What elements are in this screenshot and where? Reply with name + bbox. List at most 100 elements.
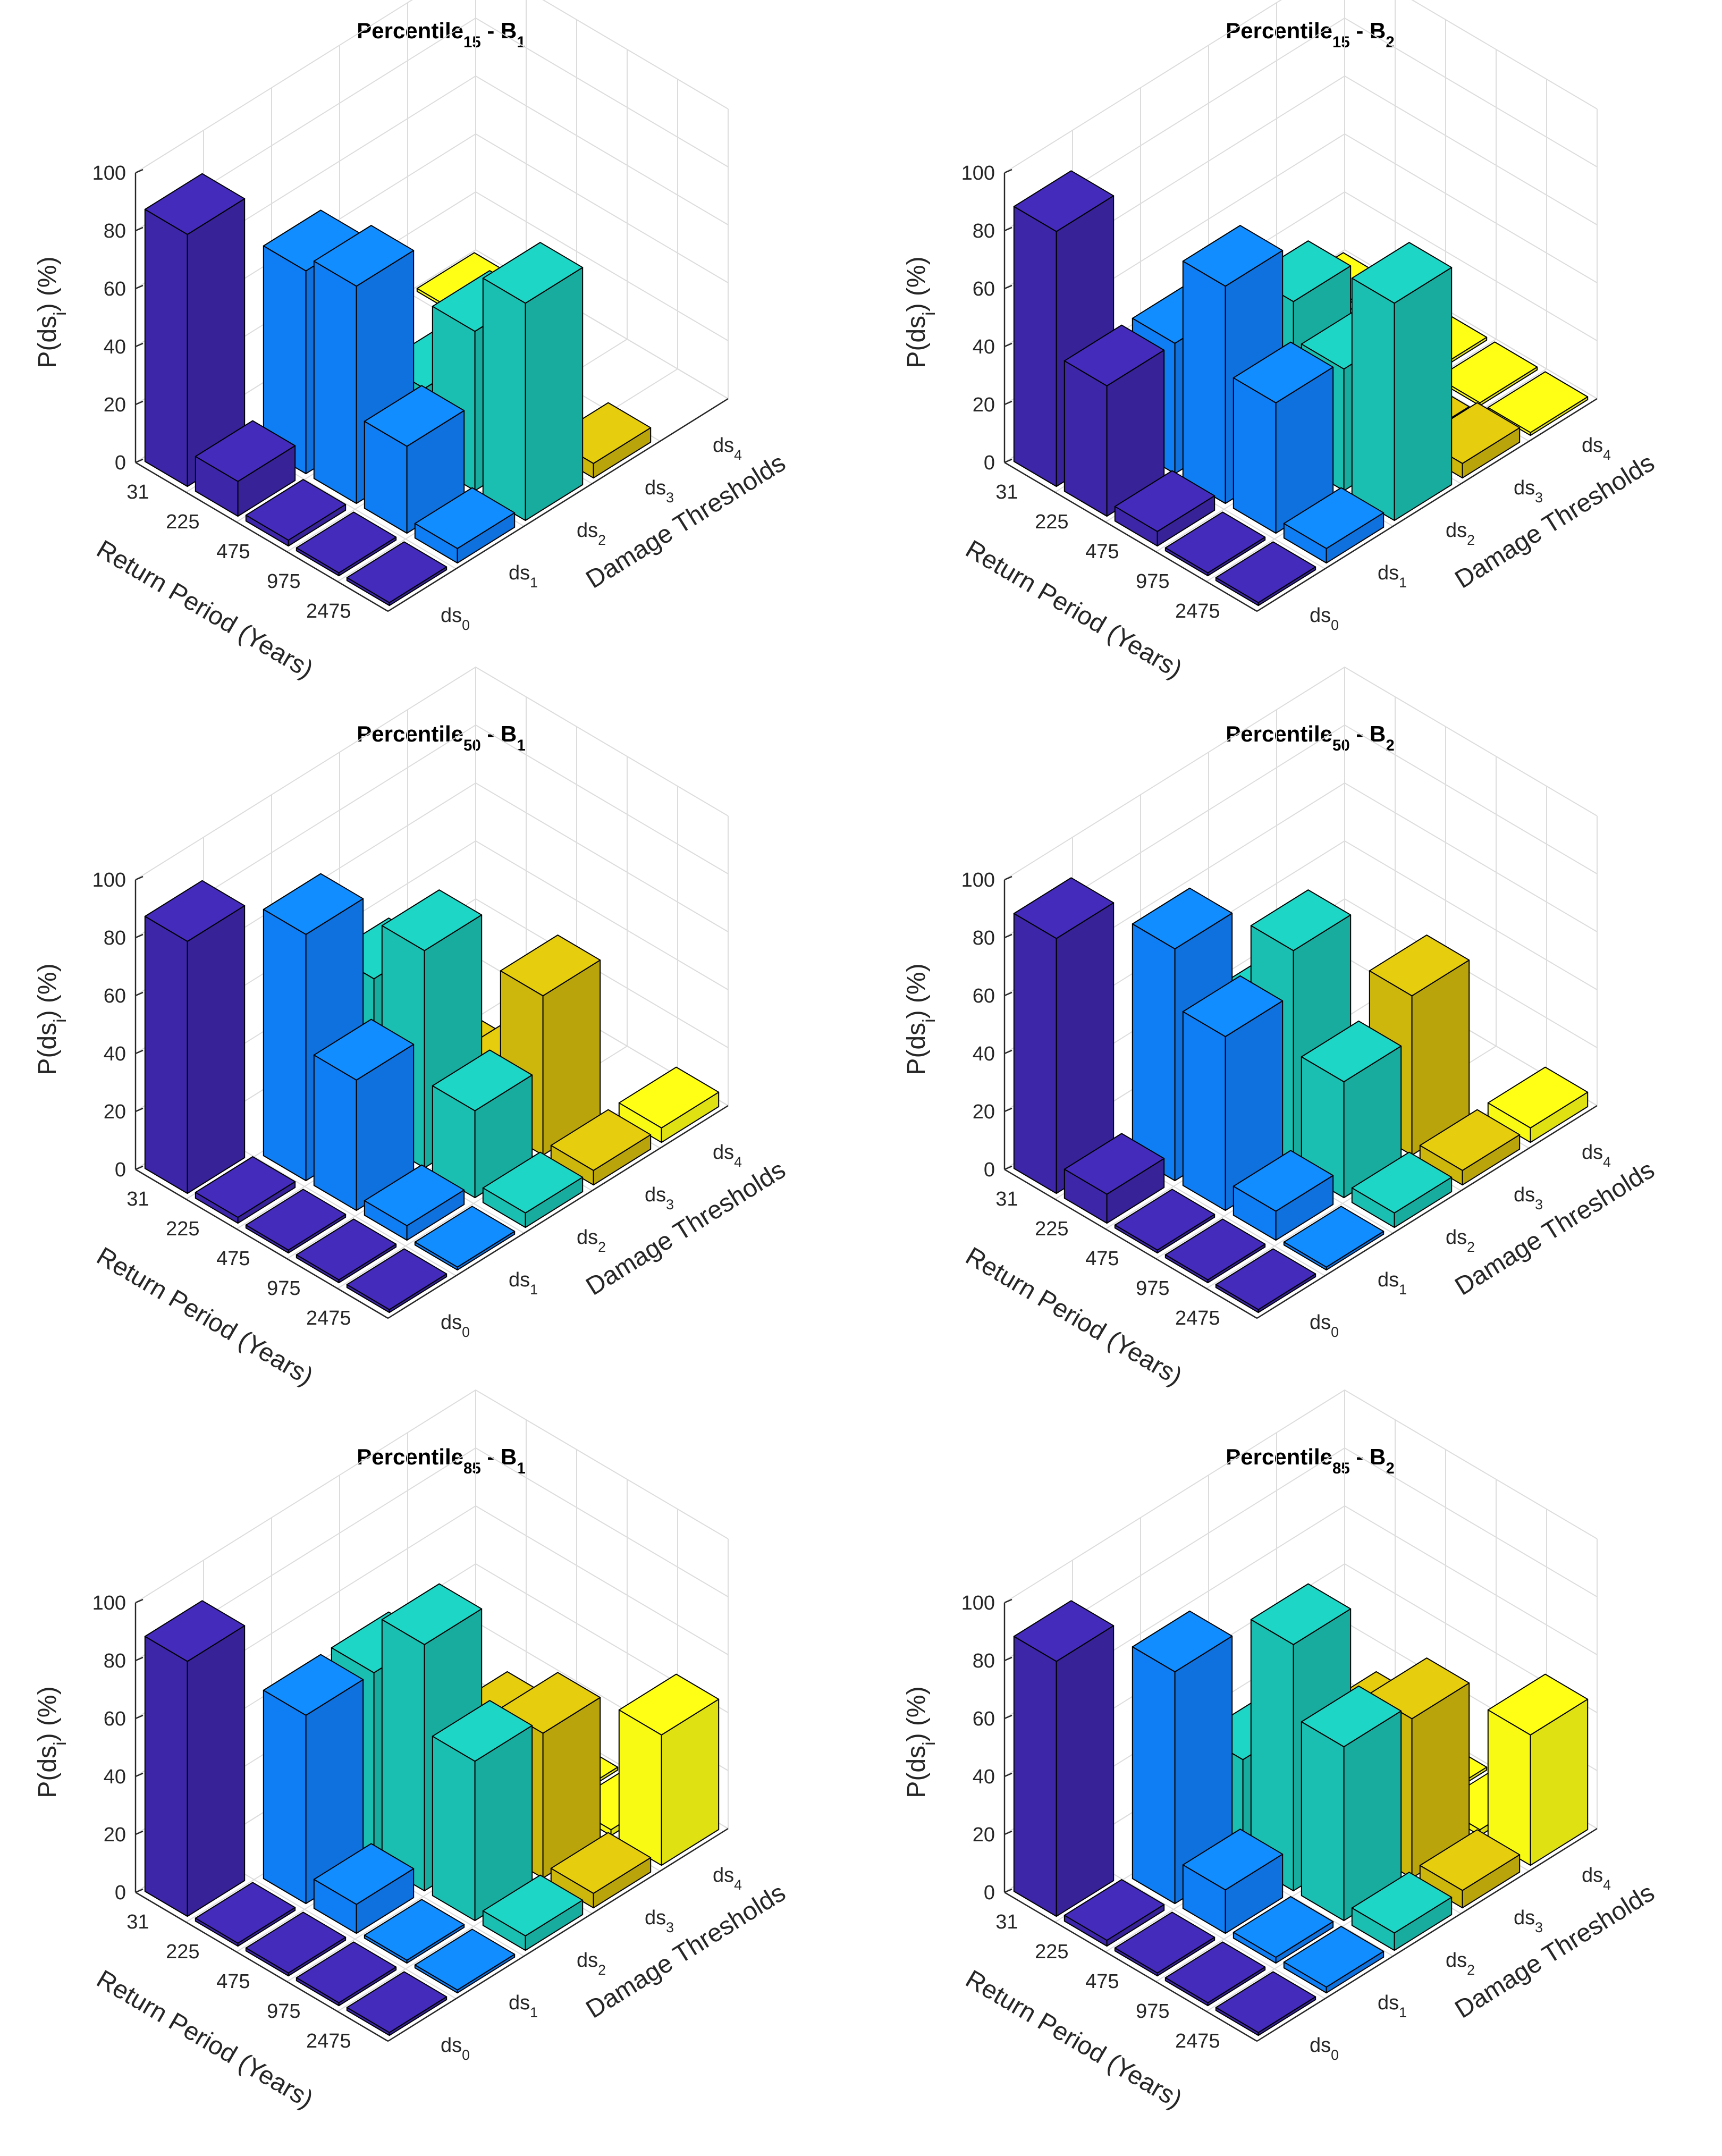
damage-state-tick: ds0 [1310,1311,1339,1340]
x-axis-label: Return Period (Years) [92,535,318,684]
bar-475-ds0 [245,479,347,547]
return-period-tick: 975 [1136,2000,1169,2023]
bar-2475-ds4 [1487,1673,1589,1866]
z-tick-label: 100 [92,869,126,891]
damage-state-tick: ds4 [713,434,742,463]
bar-2475-ds1 [1283,1206,1385,1271]
return-period-tick: 31 [995,1911,1018,1933]
chart-title: Percentile85 - B1 [357,1444,526,1477]
damage-state-tick: ds1 [1378,562,1407,591]
bar-975-ds1 [1233,1896,1334,1964]
bar-225-ds0 [1063,1879,1165,1947]
return-period-tick: 2475 [1175,1307,1220,1329]
bar-2475-ds1 [1283,1926,1385,1994]
z-tick-label: 60 [973,1708,995,1730]
bar-975-ds0 [296,1218,397,1284]
z-axis-label: P(dsi) (%) [902,963,939,1075]
z-tick-label: 20 [104,394,126,416]
bar-975-ds0 [1164,1941,1266,2007]
damage-state-tick: ds2 [1446,1226,1475,1255]
z-tick-label: 60 [104,985,126,1007]
z-tick-label: 40 [973,1043,995,1065]
chart-panel-4: Percentile50 - B2 0 20 40 60 80 100 P(dsi) (%) 3… [902,666,1659,1391]
bar-2475-ds2 [482,1874,584,1951]
z-tick-label: 40 [104,1766,126,1788]
bar-475-ds1 [313,1843,415,1934]
bar-2475-ds0 [1215,1971,1316,2036]
bar-31-ds0 [144,1600,246,1917]
return-period-tick: 225 [1035,511,1068,533]
bar-975-ds0 [296,1941,397,2007]
bar-2475-ds4 [618,1066,720,1143]
z-tick-label: 100 [92,162,126,184]
return-period-tick: 975 [267,1277,300,1300]
bar-225-ds0 [195,420,296,517]
return-period-tick: 225 [1035,1941,1068,1963]
x-axis-label: Return Period (Years) [92,1965,318,2113]
bar-225-ds0 [195,1156,296,1224]
chart-panel-6: Percentile85 - B2 0 20 40 60 80 100 P(dsi) (%) 3… [902,1389,1659,2114]
return-period-tick: 225 [166,1218,199,1240]
z-tick-label: 40 [104,1043,126,1065]
z-tick-label: 80 [104,220,126,242]
bars [1013,1583,1589,2036]
z-axis-label: P(dsi) (%) [902,1686,939,1798]
bar-31-ds0 [144,173,246,487]
damage-state-tick: ds0 [1310,2034,1339,2063]
z-tick-label: 80 [973,1650,995,1672]
damage-state-tick: ds4 [713,1864,742,1893]
z-tick-label: 80 [104,1650,126,1672]
bar-475-ds1 [1182,1829,1284,1934]
bar-975-ds1 [1233,341,1334,534]
z-tick-label: 20 [973,1824,995,1846]
x-axis-label: Return Period (Years) [961,1965,1187,2113]
bar-975-ds0 [296,511,397,577]
return-period-tick: 475 [1085,541,1119,563]
return-period-tick: 2475 [306,600,351,622]
bar-2475-ds2 [1351,1151,1453,1228]
damage-state-tick: ds3 [1514,1184,1543,1212]
bar-475-ds1 [313,1018,415,1211]
z-tick-label: 100 [92,1592,126,1614]
return-period-tick: 2475 [1175,600,1220,622]
damage-state-tick: ds4 [1582,1141,1611,1170]
return-period-tick: 31 [995,481,1018,503]
chart-panel-2: Percentile15 - B2 0 20 40 60 80 100 P(dsi) (%) 3… [902,0,1659,684]
z-tick-label: 60 [973,985,995,1007]
return-period-tick: 975 [1136,1277,1169,1300]
damage-state-tick: ds1 [1378,1269,1407,1298]
bars [144,173,652,607]
return-period-tick: 2475 [306,2030,351,2052]
bar-225-ds0 [195,1882,296,1947]
damage-state-tick: ds2 [577,519,606,548]
bar-31-ds0 [144,880,246,1194]
z-tick-label: 60 [104,278,126,300]
bar-2475-ds2 [482,242,584,521]
z-axis-label: P(dsi) (%) [33,1686,70,1798]
chart-title: Percentile50 - B1 [357,721,526,754]
damage-state-tick: ds2 [577,1226,606,1255]
return-period-tick: 475 [216,541,250,563]
bar-975-ds2 [1301,1020,1402,1199]
damage-state-tick: ds1 [509,562,538,591]
bar-2475-ds0 [1215,1248,1316,1313]
bar-975-ds1 [1233,1150,1334,1241]
z-tick-label: 20 [104,1824,126,1846]
damage-state-tick: ds3 [645,1184,674,1212]
z-tick-label: 80 [104,927,126,949]
bar-2475-ds1 [1283,487,1385,564]
bars [1013,170,1589,607]
z-tick-label: 20 [973,394,995,416]
bar-2475-ds1 [414,1928,516,1994]
bar-2475-ds3 [550,1109,652,1186]
return-period-tick: 2475 [1175,2030,1220,2052]
x-axis-label: Return Period (Years) [961,1242,1187,1391]
damage-state-tick: ds2 [577,1949,606,1978]
damage-state-tick: ds4 [1582,1864,1611,1893]
z-tick-label: 100 [961,869,995,891]
z-tick-label: 0 [984,452,995,474]
bar-2475-ds2 [1351,1872,1453,1951]
return-period-tick: 31 [126,481,149,503]
